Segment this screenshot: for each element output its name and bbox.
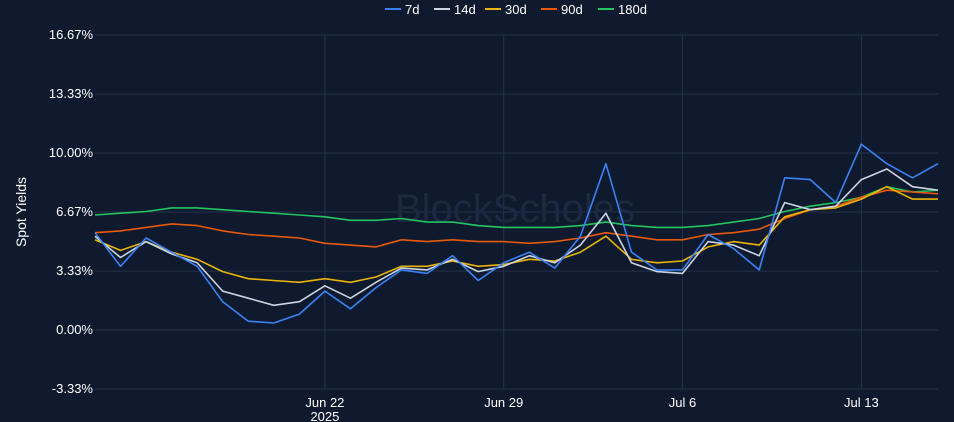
series-line-7d bbox=[94, 143, 939, 324]
series-line-30d bbox=[94, 185, 938, 284]
x-tick-label: Jun 29 bbox=[484, 395, 523, 410]
y-tick-label: 10.00% bbox=[49, 145, 94, 160]
y-tick-label: 3.33% bbox=[56, 263, 93, 278]
x-year-label: 2025 bbox=[310, 409, 339, 422]
y-axis-ticks: -3.33% 0.00% 3.33% 6.67% 10.00% 13.33% 16.67% bbox=[49, 27, 94, 396]
legend: 7d 14d 30d 90d 180d bbox=[385, 2, 647, 17]
x-tick-label: Jul 6 bbox=[669, 395, 696, 410]
x-axis-ticks: Jun 22 Jun 29 Jul 6 Jul 13 2025 bbox=[305, 395, 878, 422]
series-layer bbox=[94, 143, 939, 324]
watermark: BlockScholes bbox=[395, 187, 635, 231]
x-tick-label: Jun 22 bbox=[305, 395, 344, 410]
series-line-180d bbox=[94, 185, 939, 229]
y-tick-label: 6.67% bbox=[56, 204, 93, 219]
series-line-90d bbox=[94, 189, 939, 248]
series-line-14d bbox=[94, 168, 939, 307]
y-tick-label: 13.33% bbox=[49, 86, 94, 101]
y-axis-title: Spot Yields bbox=[13, 177, 29, 247]
x-tick-label: Jul 13 bbox=[844, 395, 879, 410]
legend-label-7d: 7d bbox=[405, 2, 419, 17]
y-tick-label: 16.67% bbox=[49, 27, 94, 42]
y-tick-label: -3.33% bbox=[52, 381, 94, 396]
legend-label-90d: 90d bbox=[561, 2, 583, 17]
grid-layer bbox=[95, 34, 938, 390]
legend-label-30d: 30d bbox=[505, 2, 527, 17]
legend-label-14d: 14d bbox=[454, 2, 476, 17]
legend-label-180d: 180d bbox=[618, 2, 647, 17]
y-tick-label: 0.00% bbox=[56, 322, 93, 337]
